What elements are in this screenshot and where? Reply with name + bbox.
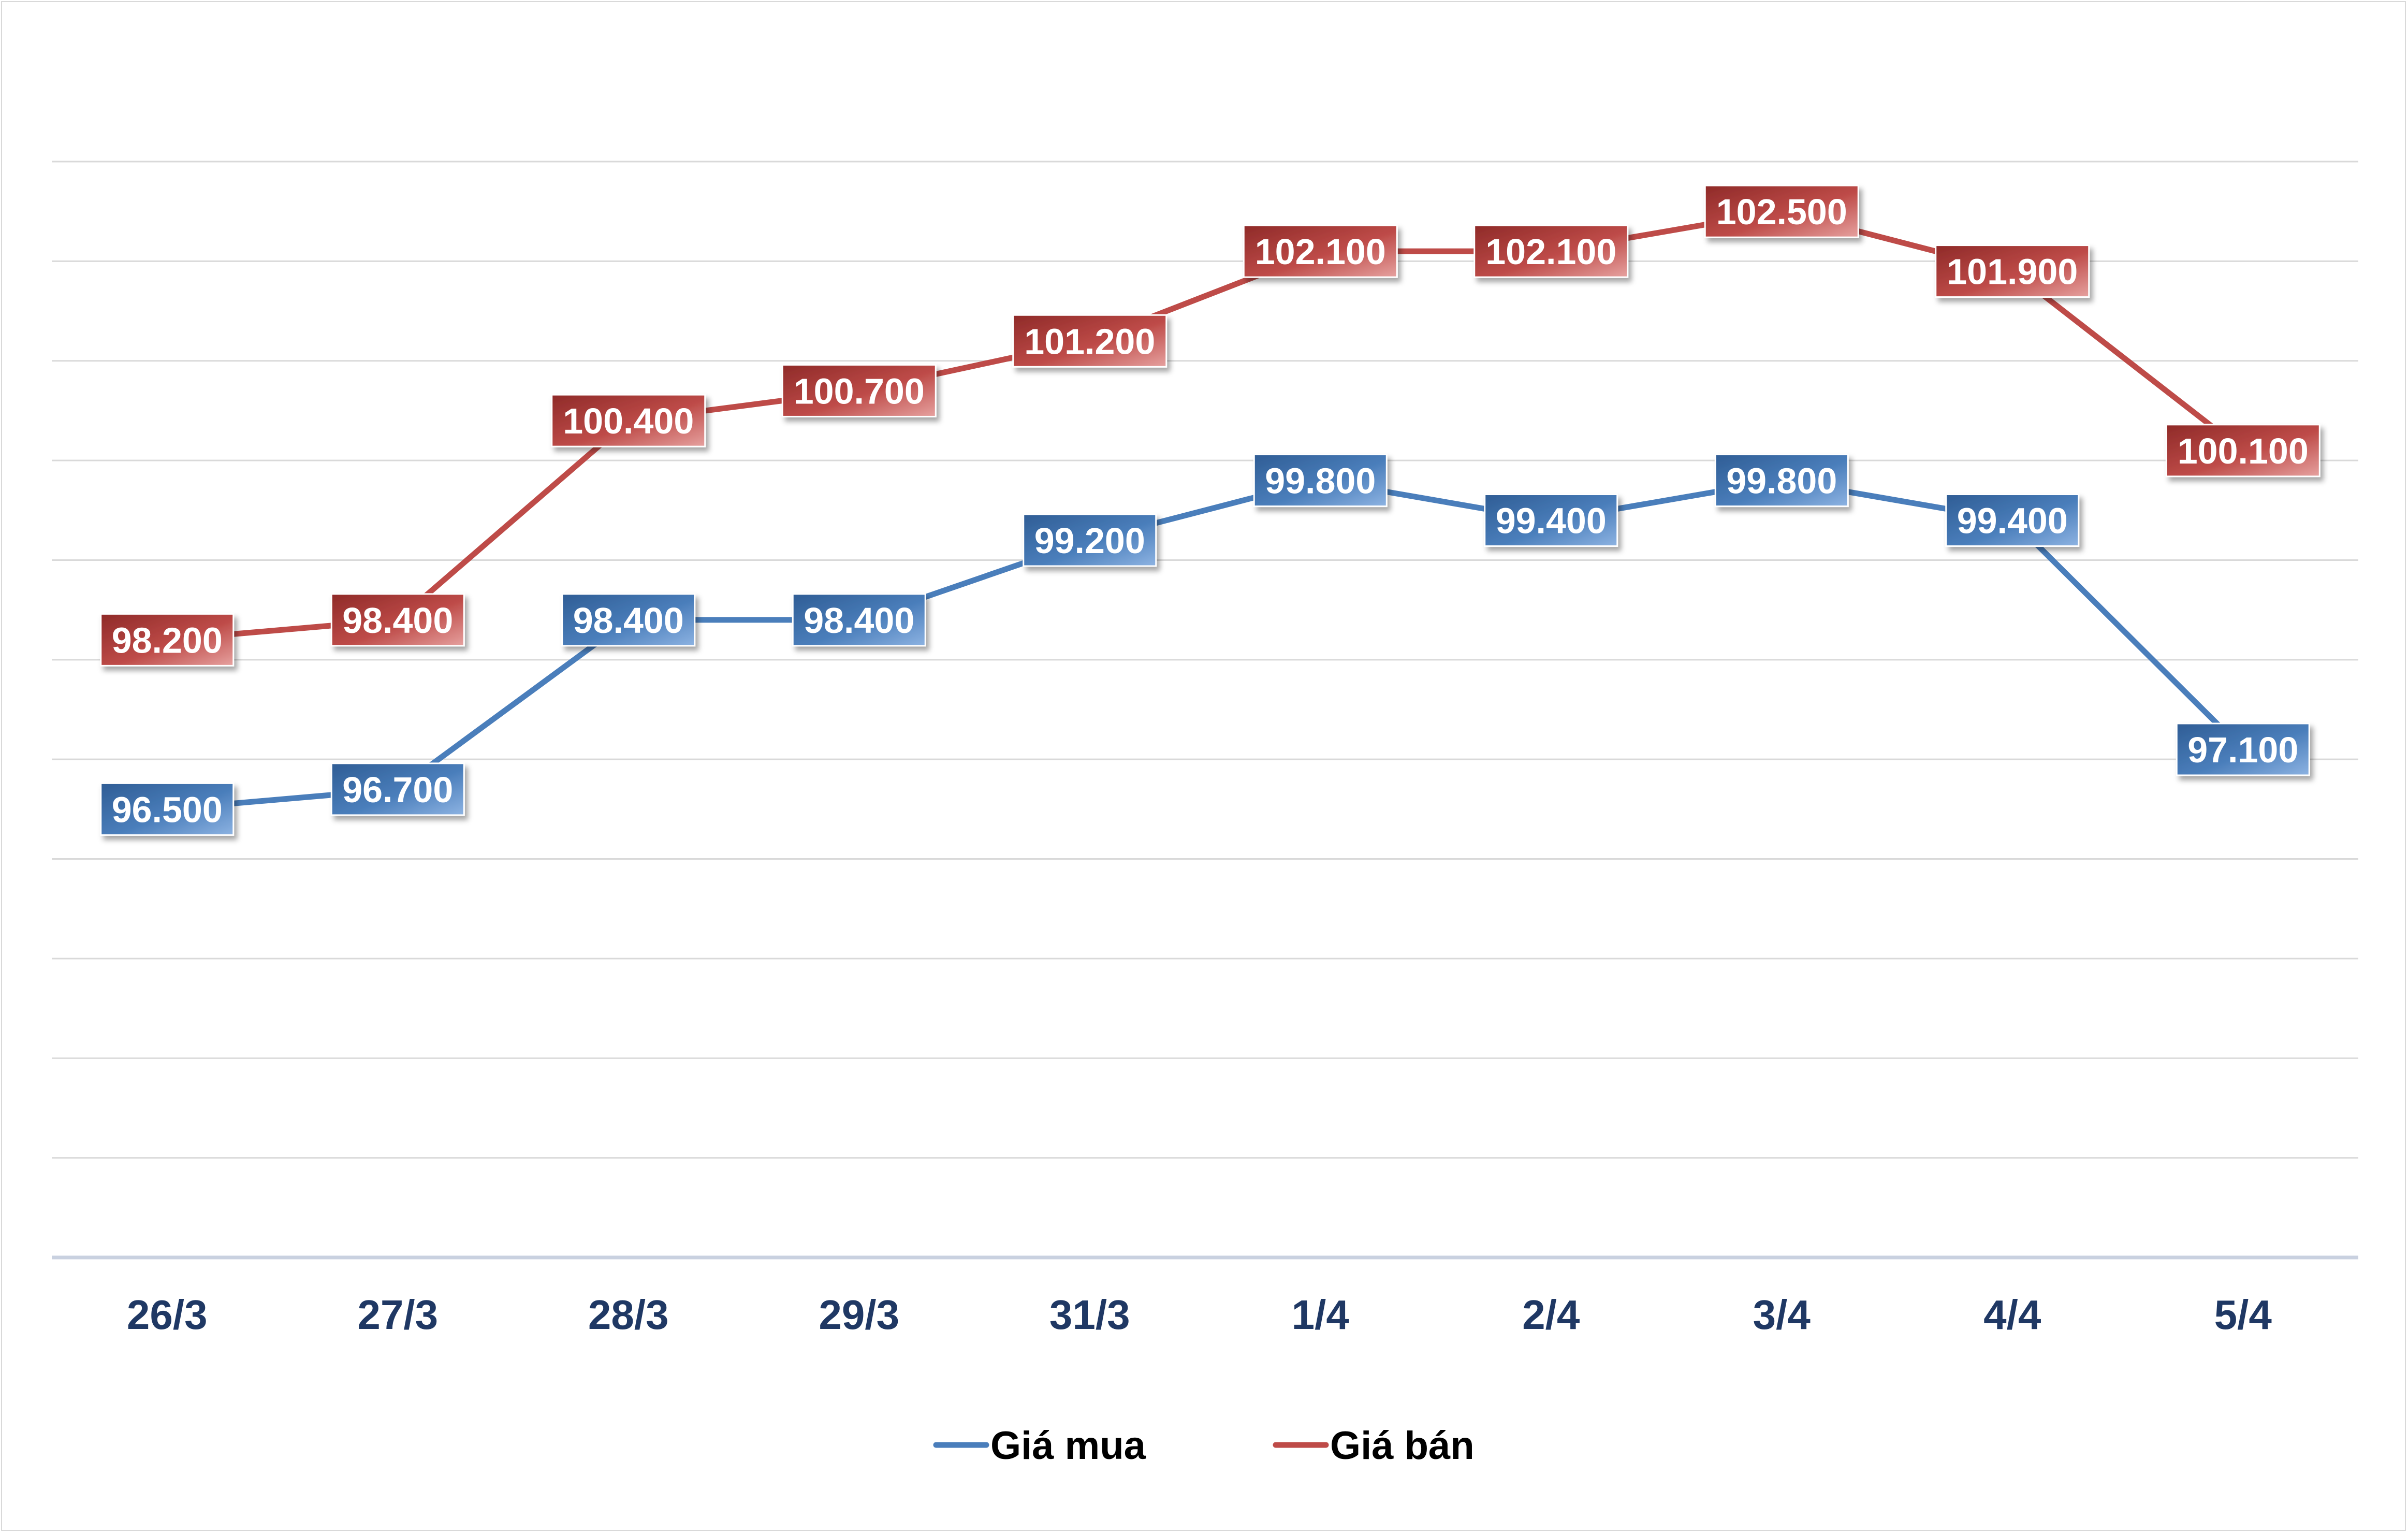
data-label: 100.100 bbox=[2178, 431, 2309, 471]
data-label-box bbox=[100, 613, 235, 667]
data-label: 98.400 bbox=[804, 600, 914, 641]
data-label-box bbox=[781, 364, 937, 417]
gridlines bbox=[52, 161, 2358, 1159]
data-label: 97.100 bbox=[2187, 730, 2298, 770]
data-label-box bbox=[1243, 224, 1398, 278]
data-label: 102.500 bbox=[1716, 192, 1847, 232]
data-label: 100.400 bbox=[563, 401, 694, 441]
legend: Giá mua Giá bán bbox=[933, 1424, 1475, 1468]
x-tick-label: 31/3 bbox=[1049, 1292, 1130, 1338]
data-label-box bbox=[2176, 722, 2310, 776]
data-label-box bbox=[1473, 224, 1629, 278]
data-label-box bbox=[100, 782, 235, 836]
data-label: 99.800 bbox=[1726, 461, 1837, 501]
data-label: 98.400 bbox=[573, 600, 684, 641]
data-label-box bbox=[792, 593, 926, 647]
data-label: 99.400 bbox=[1957, 501, 2068, 541]
x-tick-label: 2/4 bbox=[1522, 1292, 1580, 1338]
data-label: 102.100 bbox=[1255, 232, 1386, 272]
data-label-box bbox=[1484, 494, 1618, 547]
x-tick-label: 26/3 bbox=[127, 1292, 208, 1338]
data-label: 101.200 bbox=[1024, 321, 1155, 361]
series-line bbox=[164, 478, 2246, 812]
data-label: 102.100 bbox=[1485, 232, 1616, 272]
series-line bbox=[164, 208, 2246, 643]
data-label: 98.200 bbox=[112, 620, 223, 660]
data-label-box bbox=[561, 593, 696, 647]
data-label-box bbox=[1935, 244, 2090, 298]
data-label: 96.500 bbox=[112, 789, 223, 830]
x-tick-label: 28/3 bbox=[588, 1292, 669, 1338]
data-label-box bbox=[1945, 494, 2080, 547]
x-tick-label: 4/4 bbox=[1983, 1292, 2041, 1338]
x-tick-label: 1/4 bbox=[1292, 1292, 1350, 1338]
data-label-box bbox=[1253, 454, 1388, 508]
data-label-box bbox=[1714, 454, 1849, 508]
data-label-box bbox=[1012, 314, 1167, 368]
x-tick-label: 29/3 bbox=[819, 1292, 899, 1338]
data-label-box bbox=[551, 394, 706, 447]
data-label: 101.900 bbox=[1947, 252, 2078, 292]
data-label: 99.200 bbox=[1034, 520, 1145, 561]
data-label-box bbox=[330, 762, 465, 816]
data-label-box bbox=[330, 593, 465, 647]
x-axis: 26/3 27/3 28/3 29/3 31/3 1/4 2/4 3/4 4/4 5/4 bbox=[52, 1255, 2358, 1338]
data-label-box bbox=[2165, 424, 2321, 478]
x-tick-label: 5/4 bbox=[2214, 1292, 2272, 1338]
data-label-box bbox=[1704, 184, 1859, 238]
legend-label: Giá mua bbox=[990, 1424, 1146, 1468]
x-tick-label: 3/4 bbox=[1753, 1292, 1811, 1338]
data-label: 99.800 bbox=[1265, 461, 1376, 501]
data-label-box bbox=[1023, 513, 1157, 567]
data-label: 100.700 bbox=[794, 371, 925, 411]
data-label: 98.400 bbox=[342, 600, 453, 641]
series-lines bbox=[164, 208, 2246, 812]
x-tick-label: 27/3 bbox=[357, 1292, 438, 1338]
data-label: 99.400 bbox=[1496, 501, 1607, 541]
data-label: 96.700 bbox=[342, 770, 453, 810]
data-labels: 96.500 96.700 98.400 98.400 99.200 99.800 99.4… bbox=[100, 184, 2321, 836]
legend-label: Giá bán bbox=[1330, 1424, 1475, 1468]
